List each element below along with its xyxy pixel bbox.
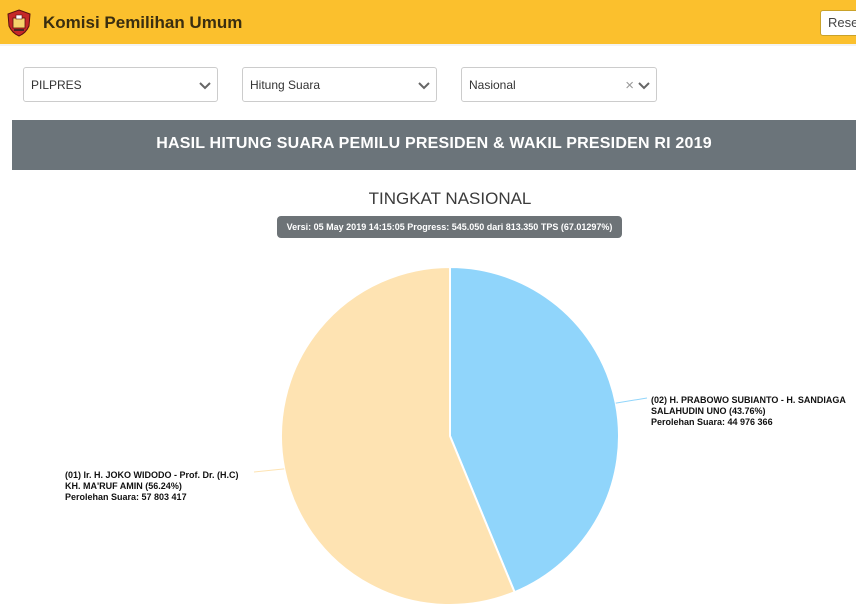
- pie-slice-1[interactable]: [449, 265, 620, 594]
- pie-label-line: Perolehan Suara: 44 976 366: [651, 417, 773, 427]
- navbar: Komisi Pemilihan Umum Reset: [0, 0, 856, 46]
- chevron-down-icon: [199, 82, 211, 90]
- mode-select-value: Hitung Suara: [250, 78, 321, 92]
- pie-label-2: (01) Ir. H. JOKO WIDODO - Prof. Dr. (H.C…: [65, 470, 239, 502]
- pie-label-line: Perolehan Suara: 57 803 417: [65, 492, 187, 502]
- clear-icon[interactable]: ×: [625, 77, 634, 94]
- election-select[interactable]: PILPRES: [23, 67, 218, 102]
- pie-label-line: SALAHUDIN UNO (43.76%): [651, 406, 766, 416]
- chevron-down-icon: [418, 82, 430, 90]
- chevron-down-icon: [638, 82, 650, 90]
- region-select-value: Nasional: [469, 78, 516, 92]
- mode-select[interactable]: Hitung Suara: [242, 67, 437, 102]
- filter-bar: PILPRES Hitung Suara Nasional ×: [0, 48, 856, 118]
- pie-chart: (02) H. PRABOWO SUBIANTO - H. SANDIAGA SA…: [65, 265, 846, 606]
- pie-label-line: (01) Ir. H. JOKO WIDODO - Prof. Dr. (H.C…: [65, 470, 239, 480]
- page-banner: HASIL HITUNG SUARA PEMILU PRESIDEN & WAK…: [12, 120, 856, 170]
- pie-label-1: (02) H. PRABOWO SUBIANTO - H. SANDIAGA SA…: [651, 395, 846, 427]
- kpu-logo-icon: [7, 9, 31, 37]
- election-select-value: PILPRES: [31, 78, 82, 92]
- app-title: Komisi Pemilihan Umum: [43, 13, 243, 32]
- pie-label-line: (02) H. PRABOWO SUBIANTO - H. SANDIAGA: [651, 395, 846, 405]
- pie-connector-2: [253, 468, 285, 473]
- pie-label-line: KH. MA'RUF AMIN (56.24%): [65, 481, 182, 491]
- reset-button[interactable]: Reset: [820, 10, 856, 36]
- pie-connector-1: [615, 397, 648, 404]
- version-badge: Versi: 05 May 2019 14:15:05 Progress: 54…: [277, 216, 622, 238]
- chart-title: TINGKAT NASIONAL: [368, 189, 532, 208]
- region-select[interactable]: Nasional ×: [461, 67, 657, 102]
